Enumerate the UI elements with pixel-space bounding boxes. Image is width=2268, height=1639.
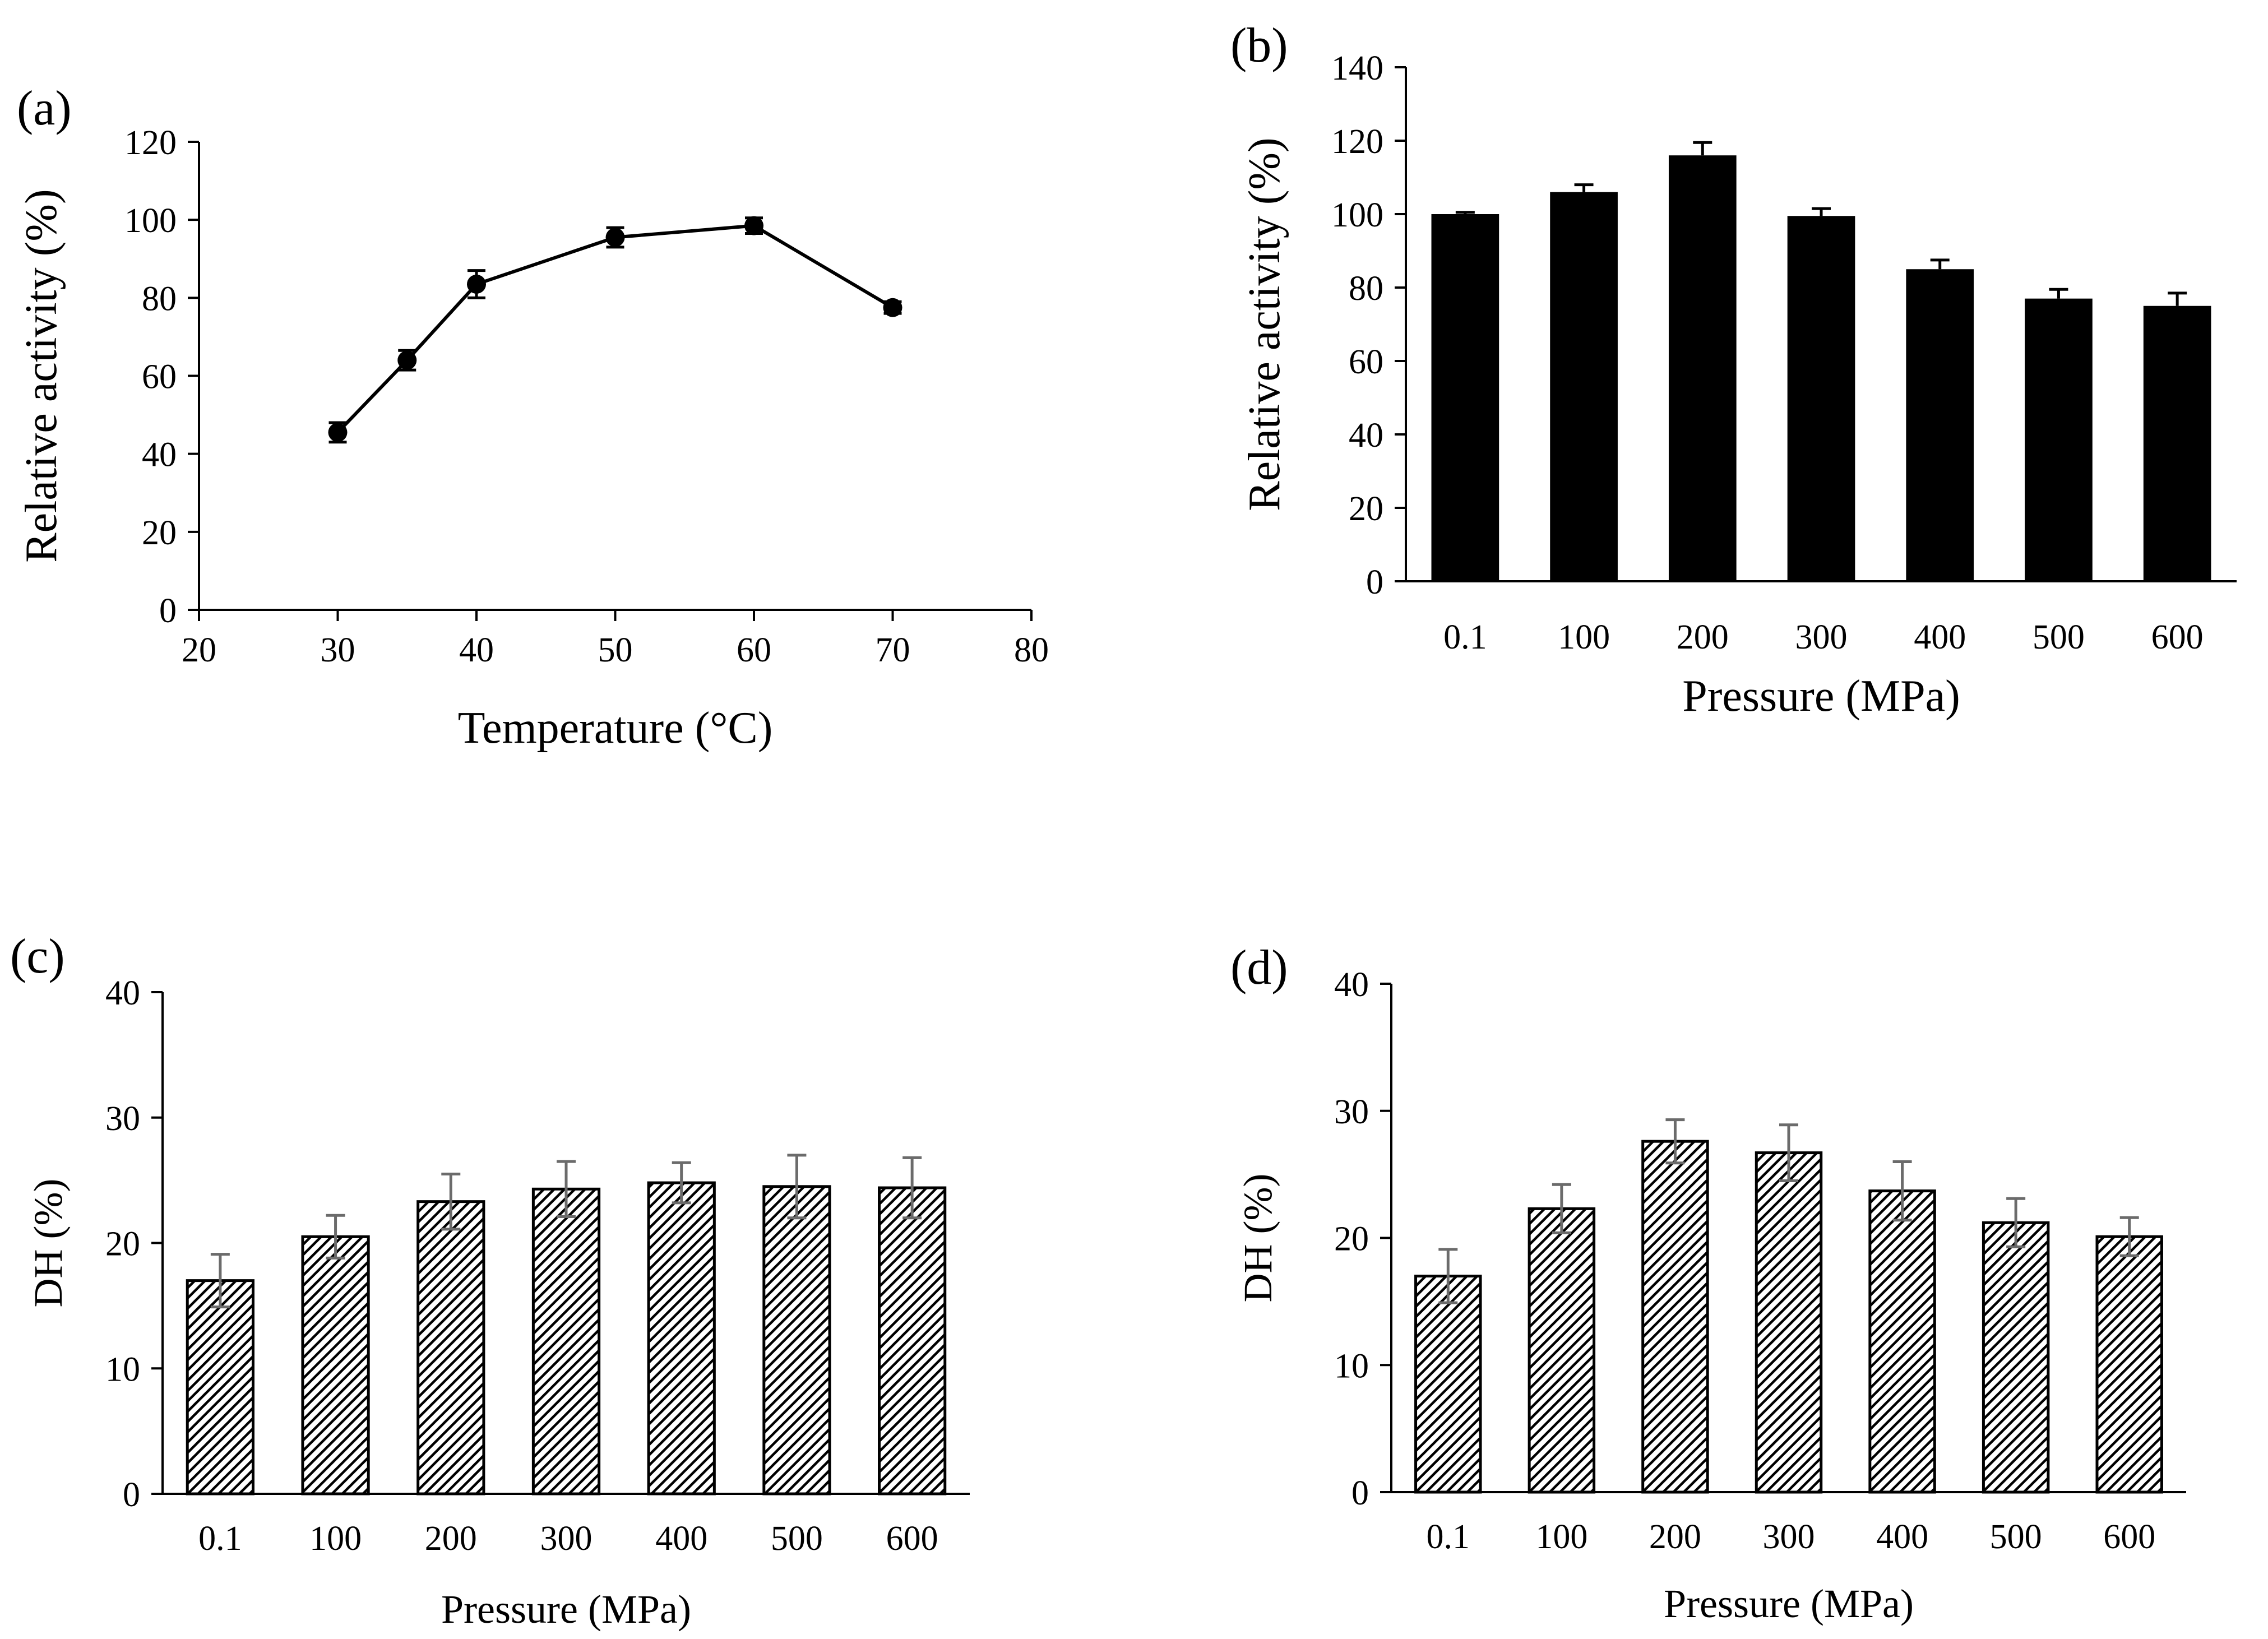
y-tick-label: 0 <box>123 1476 140 1514</box>
bar <box>416 1200 485 1496</box>
panel-b-bar-chart: 0 20 40 60 80 100 120 140 0.1 100 200 300 400 500 600 P… <box>1230 18 2237 721</box>
x-tick-label: 300 <box>540 1520 593 1558</box>
panel-d-bar-chart: 0 10 20 30 40 0.1 100 200 300 400 500 600 Pressure (… <box>1230 941 2186 1626</box>
x-tick-label: 500 <box>1990 1518 2042 1556</box>
y-tick-label: 120 <box>1331 123 1383 161</box>
y-tick-label: 80 <box>142 280 177 318</box>
x-tick-label: 600 <box>2103 1518 2155 1556</box>
x-tick-label: 80 <box>1014 631 1049 669</box>
series-line <box>336 224 894 434</box>
y-tick-label: 10 <box>1334 1347 1369 1385</box>
bar <box>2095 1235 2163 1494</box>
x-tick-label: 600 <box>886 1520 938 1558</box>
x-tick-label: 40 <box>459 631 494 669</box>
panel-label: (d) <box>1230 941 1288 995</box>
bar <box>531 1187 601 1496</box>
y-tick-label: 100 <box>124 202 177 240</box>
bar <box>2025 298 2093 581</box>
y-tick-label: 100 <box>1331 196 1383 234</box>
y-tick-label: 40 <box>105 974 140 1012</box>
data-point <box>328 423 348 442</box>
data-point <box>467 274 486 294</box>
bar <box>301 1235 370 1496</box>
y-tick-label: 60 <box>1349 343 1383 381</box>
y-tick-label: 40 <box>1334 966 1369 1004</box>
x-tick-label: 20 <box>182 631 216 669</box>
x-tick-label: 0.1 <box>1427 1518 1470 1556</box>
x-tick-label: 400 <box>1914 618 1966 656</box>
x-tick-label: 100 <box>1535 1518 1587 1556</box>
bar <box>1528 1207 1596 1494</box>
bar <box>1641 1140 1709 1494</box>
y-axis-title: DH (%) <box>26 1179 71 1308</box>
y-tick-label: 20 <box>1349 490 1383 528</box>
x-tick-label: 400 <box>655 1520 707 1558</box>
x-tick-label: 500 <box>2033 618 2085 656</box>
bar <box>1550 192 1618 581</box>
x-tick-label: 300 <box>1763 1518 1815 1556</box>
x-tick-label: 600 <box>2151 618 2204 656</box>
x-axis-title: Pressure (MPa) <box>441 1587 691 1632</box>
x-tick-label: 200 <box>1677 618 1729 656</box>
y-tick-label: 60 <box>142 358 177 396</box>
panel-label: (b) <box>1230 18 1288 73</box>
y-tick-label: 140 <box>1331 49 1383 87</box>
bar <box>1906 269 1974 581</box>
y-tick-label: 20 <box>105 1225 140 1263</box>
x-axis-title: Temperature (°C) <box>458 703 773 753</box>
bar <box>1868 1189 1936 1494</box>
x-tick-label: 30 <box>321 631 355 669</box>
bar <box>762 1185 831 1496</box>
bar <box>1414 1275 1482 1494</box>
y-tick-label: 80 <box>1349 270 1383 308</box>
panel-label: (a) <box>17 81 72 136</box>
x-tick-label: 100 <box>309 1520 362 1558</box>
bar <box>878 1186 947 1496</box>
x-tick-label: 70 <box>876 631 910 669</box>
y-tick-label: 0 <box>1366 563 1383 601</box>
y-axis-title: Relative activity (%) <box>1240 137 1289 511</box>
data-point <box>397 350 417 370</box>
x-axis-title: Pressure (MPa) <box>1664 1581 1914 1626</box>
bar <box>1982 1221 2050 1494</box>
y-tick-label: 30 <box>105 1100 140 1138</box>
y-tick-label: 20 <box>142 514 177 552</box>
bar <box>647 1181 716 1496</box>
y-tick-label: 0 <box>159 592 177 630</box>
y-tick-label: 120 <box>124 124 177 162</box>
y-axis-title: Relative activity (%) <box>17 189 66 562</box>
y-tick-label: 0 <box>1351 1474 1369 1512</box>
x-tick-label: 400 <box>1876 1518 1928 1556</box>
bar <box>186 1279 254 1496</box>
x-tick-label: 100 <box>1558 618 1610 656</box>
x-tick-label: 200 <box>425 1520 477 1558</box>
bar <box>1755 1151 1823 1494</box>
y-tick-label: 40 <box>1349 416 1383 455</box>
x-tick-label: 0.1 <box>198 1520 242 1558</box>
x-axis-title: Pressure (MPa) <box>1682 672 1960 721</box>
y-tick-label: 30 <box>1334 1093 1369 1131</box>
data-point <box>744 216 763 235</box>
x-tick-label: 0.1 <box>1443 618 1487 656</box>
y-tick-label: 40 <box>142 436 177 474</box>
y-tick-label: 20 <box>1334 1220 1369 1258</box>
panel-c-bar-chart: 0 10 20 30 40 0.1 100 200 300 400 500 600 Pressure (… <box>10 929 970 1632</box>
x-tick-label: 50 <box>598 631 633 669</box>
x-tick-label: 300 <box>1795 618 1848 656</box>
data-point <box>883 298 902 317</box>
y-tick-label: 10 <box>105 1350 140 1388</box>
x-tick-label: 200 <box>1649 1518 1701 1556</box>
x-tick-label: 60 <box>737 631 771 669</box>
x-tick-label: 500 <box>771 1520 823 1558</box>
bar <box>1668 155 1737 581</box>
data-point <box>605 228 625 247</box>
bar <box>1787 216 1855 581</box>
bar <box>2143 305 2211 581</box>
y-axis-title: DH (%) <box>1235 1174 1280 1303</box>
panel-label: (c) <box>10 929 65 984</box>
bar <box>1431 214 1499 581</box>
